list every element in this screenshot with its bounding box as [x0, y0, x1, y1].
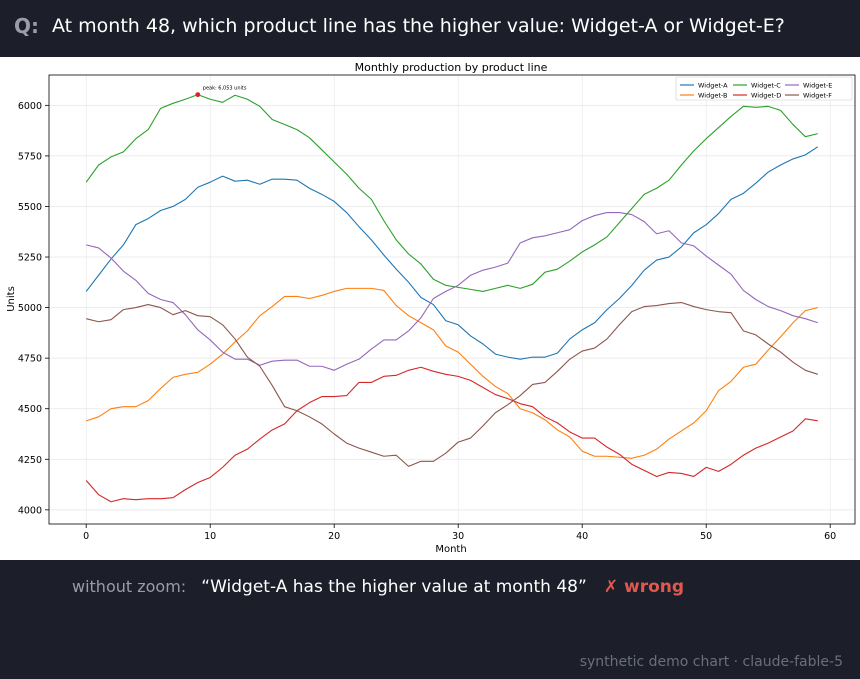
series-line-widget-b	[86, 287, 818, 459]
peak-label: peak: 6,053 units	[203, 86, 247, 92]
grid-lines	[49, 75, 855, 524]
legend-label-widget-b: Widget-B	[698, 91, 727, 99]
y-tick-label: 4250	[18, 455, 42, 466]
y-tick-label: 5750	[18, 151, 42, 162]
legend-label-widget-d: Widget-D	[751, 91, 781, 99]
answer-quote: “Widget-A has the higher value at month …	[201, 577, 587, 597]
x-tick-label: 40	[576, 531, 588, 542]
y-tick-label: 5250	[18, 253, 42, 264]
x-tick-label: 20	[328, 531, 340, 542]
x-tick-label: 50	[700, 531, 712, 542]
legend-label-widget-a: Widget-A	[698, 81, 728, 89]
question-prefix: Q:	[14, 14, 39, 38]
line-chart: Monthly production by product line 0 10 20…	[6, 61, 856, 555]
y-axis-label: Units	[6, 286, 17, 312]
peak-annotation: peak: 6,053 units	[195, 86, 247, 98]
y-tick-label: 4750	[18, 354, 42, 365]
y-tick-label: 5000	[18, 303, 42, 314]
question-bar: Q: At month 48, which product line has t…	[0, 0, 860, 56]
footer-credit: synthetic demo chart · claude-fable-5	[579, 654, 843, 670]
chart-panel: Monthly production by product line 0 10 20…	[0, 57, 860, 560]
legend-label-widget-f: Widget-F	[803, 91, 832, 99]
answer-verdict: ✗ wrong	[603, 577, 685, 597]
legend-box	[675, 76, 853, 101]
chart-title: Monthly production by product line	[355, 61, 548, 74]
peak-marker	[195, 92, 201, 98]
x-tick-label: 0	[83, 531, 89, 542]
x-axis-label: Month	[435, 544, 466, 555]
x-tick-label: 60	[824, 531, 836, 542]
series-line-widget-d	[85, 366, 818, 503]
x-tick-label: 10	[204, 531, 216, 542]
series-line-widget-f	[86, 301, 818, 467]
question-text: At month 48, which product line has the …	[52, 15, 785, 37]
series-lines	[85, 94, 819, 503]
series-line-widget-e	[86, 211, 818, 371]
x-tick-label: 30	[452, 531, 464, 542]
y-tick-label: 5500	[18, 202, 42, 213]
answer-label: without zoom:	[72, 577, 187, 596]
legend-label-widget-e: Widget-E	[803, 81, 832, 89]
y-tick-label: 4500	[18, 404, 42, 415]
series-line-widget-a	[85, 146, 819, 360]
legend-label-widget-c: Widget-C	[751, 81, 781, 89]
series-line-widget-c	[85, 94, 818, 292]
y-tick-label: 6000	[18, 101, 42, 112]
plot-frame	[48, 74, 856, 525]
answer-row: without zoom: “Widget-A has the higher v…	[72, 577, 684, 601]
y-tick-label: 4000	[18, 505, 42, 516]
legend: Widget-A Widget-B Widget-C Widget-D Widget-E…	[675, 76, 853, 101]
axis-ticks: 0 10 20 30 40 50 60 4000 4250 4500 4750 5000 5250 550…	[18, 101, 836, 542]
